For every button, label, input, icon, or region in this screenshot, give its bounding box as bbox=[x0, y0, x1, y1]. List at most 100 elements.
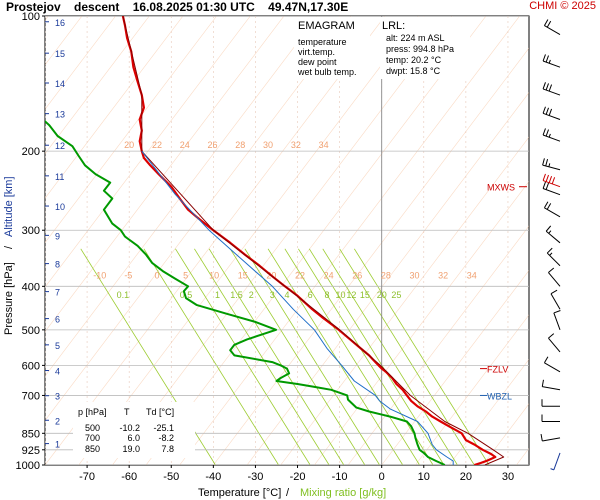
lrl-temperature: temp: 20.2 °C bbox=[386, 55, 442, 65]
altitude-label: 11 bbox=[55, 172, 64, 182]
wind-barb-staff bbox=[544, 25, 561, 36]
mixing-ratio-label: 3 bbox=[270, 290, 275, 300]
adiabat-line bbox=[45, 16, 150, 155]
table-header-t: T bbox=[124, 407, 130, 417]
y-tick-label: 850 bbox=[22, 428, 40, 440]
wind-barb-staff bbox=[544, 362, 561, 373]
wind-barb bbox=[546, 247, 561, 267]
adiabat-line bbox=[314, 181, 529, 465]
isotherm-label: 30 bbox=[410, 270, 420, 280]
mixing-ratio-label: 12 bbox=[346, 290, 356, 300]
table-header-p: p [hPa] bbox=[78, 407, 107, 417]
mixing-ratio-label: 25 bbox=[391, 290, 401, 300]
wind-barb bbox=[542, 54, 561, 68]
wind-barb-staff bbox=[542, 88, 561, 96]
y-tick-label: 925 bbox=[22, 445, 40, 457]
wind-barb-feather bbox=[550, 468, 555, 471]
legend-item-virt-temp: virt.temp. bbox=[298, 47, 335, 57]
wind-barb-feather bbox=[542, 82, 546, 90]
mixing-ratio-label: 20 bbox=[377, 290, 387, 300]
wind-barb-feather bbox=[545, 159, 549, 167]
wind-barb-feather bbox=[542, 158, 545, 166]
table-cell: 7.8 bbox=[161, 444, 174, 454]
isotherm-label: 24 bbox=[324, 270, 334, 280]
y-axis-title-altitude: Altitude [km] bbox=[3, 176, 15, 237]
wind-barb-staff bbox=[545, 230, 561, 244]
isotherm-label: 5 bbox=[183, 270, 188, 280]
mixing-ratio-line bbox=[322, 248, 458, 465]
adiabat-line bbox=[213, 47, 529, 465]
legend-item-dew-point: dew point bbox=[298, 57, 337, 67]
isotherm-label: 26 bbox=[207, 140, 217, 150]
mixing-ratio-label: 4 bbox=[284, 290, 289, 300]
credit-text: CHMI © 2025 bbox=[529, 0, 596, 12]
mixing-ratio-line bbox=[308, 248, 445, 465]
x-tick-label: -60 bbox=[121, 471, 137, 483]
wind-barb-feather bbox=[548, 108, 553, 116]
altitude-label: 5 bbox=[55, 341, 60, 351]
isotherm-label: -5 bbox=[124, 270, 132, 280]
axes-layer: -70 -60 -50 -40 -30 -20 -10 0 10 20 30100200300400… bbox=[16, 11, 527, 483]
y-axis-title: Pressure [hPa] / Altitude [km] bbox=[3, 176, 15, 335]
adiabat-line bbox=[45, 16, 251, 288]
adiabat-line bbox=[584, 16, 600, 465]
altitude-label: 8 bbox=[55, 260, 60, 270]
wind-barb bbox=[541, 399, 560, 407]
table-cell: 19.0 bbox=[122, 444, 140, 454]
isotherm-label: 22 bbox=[295, 270, 305, 280]
wind-barb-staff bbox=[548, 337, 561, 353]
wind-barb bbox=[542, 82, 561, 96]
x-tick-label: -10 bbox=[332, 471, 348, 483]
wind-barb-feather bbox=[543, 356, 549, 364]
wind-barb-staff bbox=[546, 252, 561, 267]
wind-barb-feather bbox=[545, 55, 549, 63]
table-cell: -25.1 bbox=[153, 423, 174, 433]
altitude-label: 12 bbox=[55, 141, 65, 151]
wind-barb-feather bbox=[546, 203, 552, 210]
adiabat-line bbox=[45, 16, 318, 377]
adiabat-line bbox=[45, 16, 184, 199]
isotherm-label: 10 bbox=[209, 270, 219, 280]
mixing-ratio-line bbox=[244, 248, 380, 465]
wind-barb-feather bbox=[548, 59, 551, 64]
wind-barb-feather bbox=[545, 129, 549, 137]
isotherm-label: 22 bbox=[152, 140, 162, 150]
mixing-ratio-line bbox=[353, 248, 490, 465]
wind-barb-feather bbox=[548, 333, 555, 339]
adiabat-line bbox=[45, 16, 386, 465]
table-cell: 6.0 bbox=[127, 433, 140, 443]
wind-barb bbox=[550, 452, 561, 471]
mixing-ratio-line bbox=[267, 248, 404, 465]
isotherm-label: 26 bbox=[352, 270, 362, 280]
mixing-ratio-line bbox=[143, 248, 279, 465]
grid-layer: 20 22 24 26 28 30 32 34-10 -5 0 5 10 15 20 22 24 26 28 30 3… bbox=[45, 16, 600, 465]
wind-barb-feather bbox=[545, 225, 552, 232]
wind-barb-feather bbox=[553, 310, 561, 314]
wind-barb bbox=[542, 181, 561, 196]
wind-barb-staff bbox=[553, 452, 561, 471]
adiabat-line bbox=[381, 269, 529, 465]
wind-barb-staff bbox=[542, 437, 561, 442]
isotherm-label: 28 bbox=[235, 140, 245, 150]
adiabat-line bbox=[45, 16, 352, 422]
series-layer bbox=[45, 16, 505, 465]
wind-barb-feather bbox=[549, 252, 553, 256]
table-cell: 850 bbox=[85, 444, 100, 454]
wind-barb bbox=[543, 356, 561, 373]
wind-barb-feather bbox=[548, 163, 551, 167]
wind-barb-feather bbox=[545, 83, 549, 91]
table-cell: 700 bbox=[85, 433, 100, 443]
adiabat-line bbox=[448, 358, 529, 465]
adiabat-line bbox=[78, 16, 419, 465]
wind-barb bbox=[541, 414, 560, 422]
station-name: Prostejov bbox=[6, 0, 61, 14]
wind-barb-staff bbox=[542, 180, 561, 188]
legend-item-wet-bulb: wet bulb temp. bbox=[297, 67, 357, 77]
wind-barb-feather bbox=[548, 230, 552, 234]
wind-barb-staff bbox=[550, 293, 561, 310]
altitude-label: 6 bbox=[55, 315, 60, 325]
isotherm-label: 34 bbox=[319, 140, 329, 150]
wind-barb-feather bbox=[542, 106, 546, 114]
y-tick-label: 400 bbox=[22, 281, 40, 293]
adiabat-line bbox=[45, 16, 116, 110]
